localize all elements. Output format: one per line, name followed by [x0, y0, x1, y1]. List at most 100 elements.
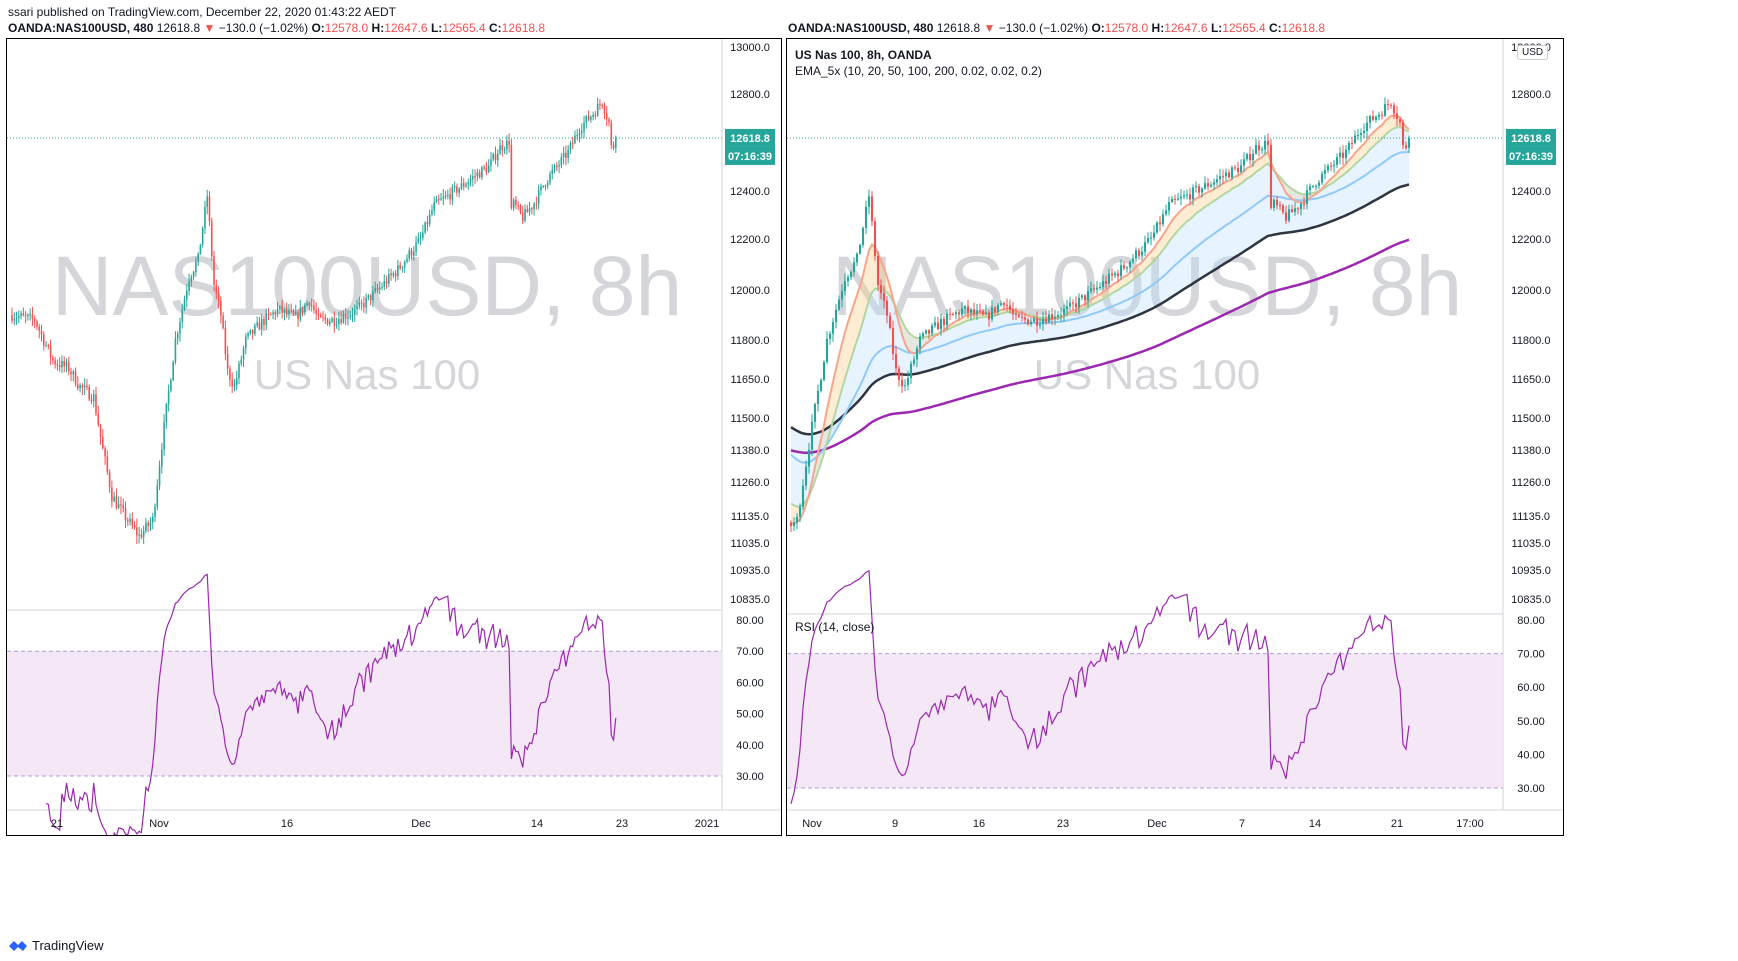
candle-body	[942, 318, 946, 325]
price-tick-label: 10835.0	[1511, 594, 1551, 606]
right-chart-panel[interactable]: NAS100USD, 8h US Nas 100 13000.012800.01…	[786, 38, 1564, 836]
down-arrow-icon: ▼	[203, 21, 216, 35]
chart-title: US Nas 100, 8h, OANDA	[795, 48, 932, 62]
candle-body	[451, 187, 454, 200]
candle-body	[1044, 319, 1048, 323]
candle-body	[319, 314, 322, 317]
candle-body	[22, 313, 25, 316]
candle-body	[222, 315, 224, 328]
price-tick-label: 12200.0	[730, 234, 770, 246]
candle-body	[1251, 153, 1255, 161]
candle-body	[1359, 133, 1363, 136]
candle-body	[206, 196, 209, 207]
candle-body	[1068, 302, 1072, 307]
candle-body	[1161, 214, 1165, 225]
candle-body	[13, 318, 16, 321]
candle-body	[517, 205, 520, 207]
candle-body	[574, 135, 576, 144]
left-header: OANDA:NAS100USD, 480 12618.8 ▼ −130.0 (−…	[8, 21, 546, 35]
candle-body	[490, 159, 492, 166]
right-chart[interactable]: NAS100USD, 8h US Nas 100 13000.012800.01…	[787, 39, 1563, 835]
published-line: ssari published on TradingView.com, Dece…	[8, 5, 397, 19]
candle-body	[79, 385, 81, 389]
candle-body	[542, 186, 544, 188]
candle-body	[1038, 324, 1042, 326]
candle-body	[562, 152, 565, 158]
candle-body	[1206, 183, 1210, 187]
candle-body	[1113, 273, 1117, 276]
candles	[11, 97, 617, 545]
candle-body	[229, 368, 231, 380]
candle-body	[276, 308, 279, 315]
candle-body	[290, 310, 293, 312]
price-tick-label: 11135.0	[1512, 511, 1550, 523]
candle-body	[20, 313, 22, 317]
candle-body	[422, 232, 424, 238]
candle-body	[108, 471, 111, 488]
left-chart-panel[interactable]: NAS100USD, 8h US Nas 100 13000.0 12800.0 1…	[6, 38, 782, 836]
rsi-tick-label: 40.00	[1517, 749, 1545, 761]
candle-body	[399, 265, 401, 269]
candle-body	[1110, 273, 1114, 276]
candle-body	[1254, 145, 1258, 154]
tradingview-footer[interactable]: TradingView	[8, 938, 104, 953]
candle-body	[433, 202, 436, 211]
candle-body	[1194, 186, 1198, 188]
currency-badge[interactable]: USD	[1517, 45, 1549, 60]
candle-body	[31, 314, 34, 319]
candle-body	[29, 314, 31, 316]
candle-body	[27, 315, 29, 317]
candle-body	[990, 307, 994, 320]
candle-body	[1242, 159, 1246, 166]
price-tag-box	[725, 128, 775, 147]
candle-body	[544, 185, 547, 187]
candle-body	[924, 330, 928, 334]
candle-body	[849, 272, 853, 278]
candle-body	[181, 309, 184, 323]
left-chart[interactable]: NAS100USD, 8h US Nas 100 13000.0 12800.0 1…	[7, 39, 781, 835]
candle-body	[1281, 205, 1285, 213]
candle-body	[1182, 195, 1186, 197]
candle-body	[1014, 313, 1018, 315]
candle-body	[939, 318, 943, 330]
candle-body	[392, 273, 395, 276]
candle-body	[381, 286, 383, 288]
candle-body	[324, 317, 327, 320]
candle-body	[515, 199, 517, 206]
candle-body	[367, 295, 370, 298]
candle-body	[1140, 251, 1144, 256]
close-value: 12618.8	[1281, 21, 1326, 35]
candle-body	[437, 198, 440, 200]
candle-body	[249, 330, 252, 334]
candle-body	[269, 314, 272, 316]
candle-body	[861, 227, 865, 245]
candle-body	[1056, 315, 1060, 317]
candle-body	[1107, 273, 1111, 284]
candle-body	[376, 288, 379, 290]
candle-body	[394, 273, 397, 277]
candle-body	[864, 206, 868, 228]
candle-body	[1266, 140, 1270, 145]
watermark: NAS100USD, 8h US Nas 100	[52, 239, 682, 398]
candle-body	[338, 319, 340, 325]
candle-body	[92, 394, 95, 402]
candle-body	[33, 318, 36, 322]
candle-body	[1101, 281, 1105, 287]
candle-body	[88, 387, 90, 400]
candle-body	[1287, 209, 1291, 221]
candle-body	[224, 327, 227, 354]
candle-body	[987, 312, 991, 320]
candle-body	[1311, 186, 1315, 188]
rsi-band	[7, 651, 722, 776]
candle-body	[506, 140, 508, 150]
candle-body	[263, 318, 265, 325]
candle-body	[449, 194, 451, 200]
candle-body	[1278, 205, 1282, 207]
price-tick-label: 11380.0	[1512, 445, 1551, 457]
candle-body	[912, 359, 916, 364]
time-tick-label: 2021	[695, 818, 719, 830]
candle-body	[1074, 303, 1078, 308]
candle-body	[36, 321, 38, 327]
rsi-tick-label: 30.00	[1517, 783, 1545, 795]
candle-body	[1071, 302, 1075, 304]
